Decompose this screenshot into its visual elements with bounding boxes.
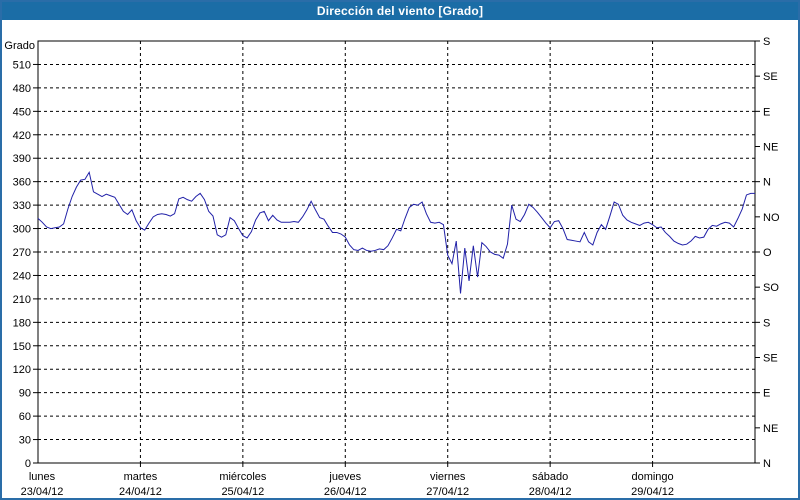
x-day-name-label: miércoles [219,471,267,483]
x-day-name-label: sábado [532,471,568,483]
y-right-compass-label: NE [763,142,778,154]
x-day-name-label: domingo [631,471,673,483]
x-day-date-label: 29/04/12 [631,486,674,498]
x-day-date-label: 23/04/12 [21,486,64,498]
x-day-date-label: 28/04/12 [529,486,572,498]
y-left-tick-label: 0 [25,458,31,470]
x-day-date-label: 24/04/12 [119,486,162,498]
gridlines [38,41,755,463]
y-left-tick-label: 510 [13,59,31,71]
y-left-tick-label: 480 [13,83,31,95]
y-left-tick-label: 360 [13,177,31,189]
y-right-compass-label: N [763,177,771,189]
x-day-name-label: viernes [430,471,466,483]
y-left-tick-label: 270 [13,247,31,259]
y-right-compass-label: E [763,106,770,118]
chart-svg: 5104804504203903603303002702402101801501… [4,36,780,498]
x-day-name-label: martes [124,471,158,483]
y-axis-unit-label: Grado [4,40,35,52]
y-right-compass-label: NE [763,423,778,435]
x-day-name-label: jueves [328,471,361,483]
x-day-date-label: 26/04/12 [324,486,367,498]
x-day-date-label: 25/04/12 [221,486,264,498]
y-right-compass-label: SE [763,71,778,83]
x-day-date-label: 27/04/12 [426,486,469,498]
y-right-compass-label: S [763,36,770,48]
window-title: Dirección del viento [Grado] [2,2,798,20]
y-left-tick-label: 180 [13,317,31,329]
y-left-tick-label: 390 [13,153,31,165]
y-right-compass-label: E [763,388,770,400]
y-left-tick-label: 300 [13,224,31,236]
y-left-tick-label: 420 [13,130,31,142]
y-right-compass-label: NO [763,212,780,224]
y-right-compass-label: O [763,247,772,259]
y-right-compass-label: SE [763,353,778,365]
y-right-compass-label: S [763,317,770,329]
x-day-name-label: lunes [29,471,56,483]
y-left-tick-label: 450 [13,106,31,118]
y-right-compass-label: N [763,458,771,470]
y-left-tick-label: 210 [13,294,31,306]
y-left-tick-label: 30 [19,435,31,447]
wind-direction-line [37,170,755,294]
y-left-tick-label: 60 [19,411,31,423]
y-left-tick-label: 330 [13,200,31,212]
y-left-tick-label: 240 [13,270,31,282]
y-right-compass-label: SO [763,282,779,294]
y-left-tick-label: 150 [13,341,31,353]
y-left-tick-label: 90 [19,388,31,400]
plot-frame [37,40,756,464]
y-left-tick-label: 120 [13,364,31,376]
axes [33,40,760,467]
